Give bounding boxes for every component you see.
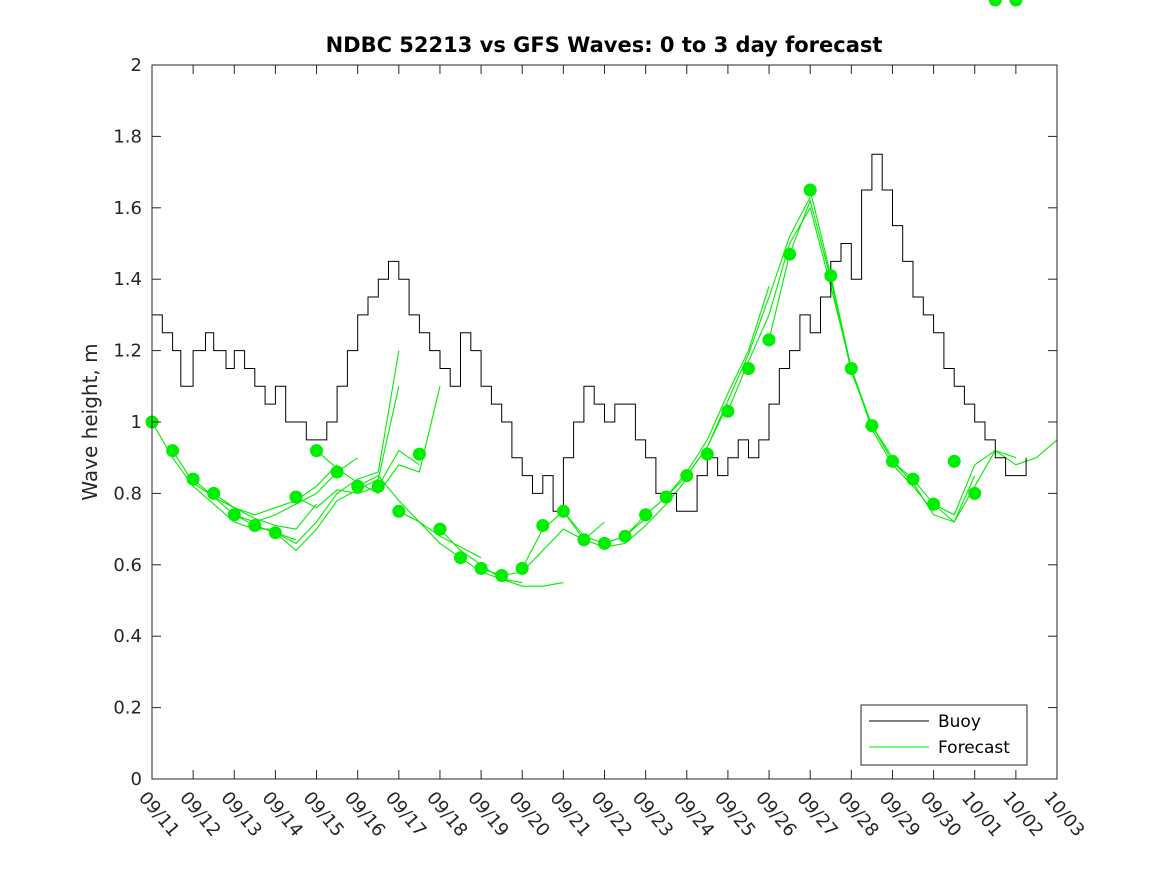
forecast-dot [844, 362, 858, 375]
forecast-dot [824, 269, 838, 283]
legend-buoy-label: Buoy [938, 712, 981, 732]
forecast-dot [268, 526, 282, 540]
forecast-run-line-3 [213, 464, 338, 516]
forecast-dot [454, 551, 467, 565]
forecast-dot [577, 533, 591, 547]
forecast-dot [639, 508, 653, 522]
legend: Buoy Forecast [860, 704, 1028, 766]
y-tick-label: 1.4 [113, 269, 142, 290]
forecast-dot [1009, 0, 1023, 7]
forecast-dot [700, 447, 714, 461]
forecast-dot [968, 486, 982, 500]
y-tick-label: 2 [131, 55, 142, 76]
forecast-dot [783, 247, 797, 261]
forecast-dot [248, 519, 262, 532]
forecast-dot [207, 486, 221, 500]
forecast-dot [289, 490, 303, 504]
forecast-dot [598, 536, 611, 550]
y-tick-label: 0.8 [113, 483, 142, 504]
forecast-dot [742, 362, 755, 375]
y-tick-label: 0.6 [113, 555, 142, 576]
forecast-dot [310, 444, 323, 458]
forecast-run-line-7 [295, 449, 420, 509]
y-axis-label: Wave height, m [78, 343, 102, 500]
y-tick-label: 1 [131, 412, 142, 433]
y-tick-label: 1.8 [113, 126, 142, 147]
y-tick-label: 0.2 [113, 698, 142, 719]
forecast-dot [886, 454, 899, 468]
forecast-dot [227, 508, 241, 522]
forecast-dot [536, 519, 550, 532]
forecast-dot [433, 522, 447, 536]
forecast-dot [680, 469, 694, 483]
forecast-dot [803, 183, 817, 197]
forecast-dot [927, 497, 941, 511]
forecast-dot [556, 504, 570, 518]
series-layer [145, 0, 1058, 587]
forecast-dot [166, 444, 180, 458]
forecast-run-line-17 [686, 196, 811, 476]
forecast-dot [721, 404, 735, 418]
forecast-dot [906, 472, 920, 486]
forecast-dot [474, 561, 488, 575]
forecast-dot [495, 569, 509, 582]
forecast-dot [988, 0, 1002, 7]
forecast-dot [618, 529, 632, 543]
forecast-dot [762, 333, 776, 347]
forecast-dot [392, 504, 406, 518]
forecast-dot [351, 479, 365, 493]
buoy-line [152, 153, 1027, 512]
legend-forecast-label: Forecast [938, 738, 1010, 758]
chart-title: NDBC 52213 vs GFS Waves: 0 to 3 day fore… [326, 33, 883, 57]
forecast-dot [865, 419, 879, 433]
forecast-dot [947, 454, 961, 468]
forecast-dot [371, 479, 385, 493]
legend-box [860, 704, 1028, 766]
y-tick-label: 0.4 [113, 626, 142, 647]
y-tick-label: 1.2 [113, 341, 142, 362]
y-tick-label: 0 [131, 769, 142, 790]
y-tick-label: 1.6 [113, 198, 142, 219]
forecast-dot [186, 472, 200, 486]
forecast-dot [515, 561, 529, 575]
forecast-dot [330, 465, 344, 479]
forecast-run-line-6 [275, 386, 400, 552]
forecast-dot [412, 447, 426, 461]
forecast-dot [659, 490, 673, 504]
